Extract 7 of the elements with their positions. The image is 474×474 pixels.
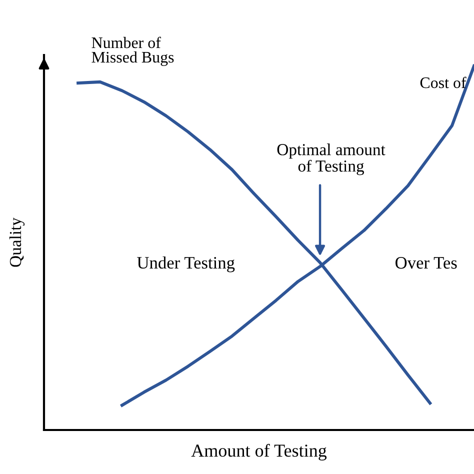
series-label: Cost of bbox=[420, 76, 466, 88]
annotation: Optimal amount of Testing bbox=[277, 144, 386, 176]
x-axis-title: Amount of Testing bbox=[191, 444, 327, 460]
annotation: Over Tes bbox=[396, 257, 457, 269]
y-axis-title: Quality bbox=[9, 218, 25, 267]
annotation: Under Testing bbox=[137, 256, 235, 272]
series-label: Number of Missed Bugs bbox=[92, 36, 174, 66]
